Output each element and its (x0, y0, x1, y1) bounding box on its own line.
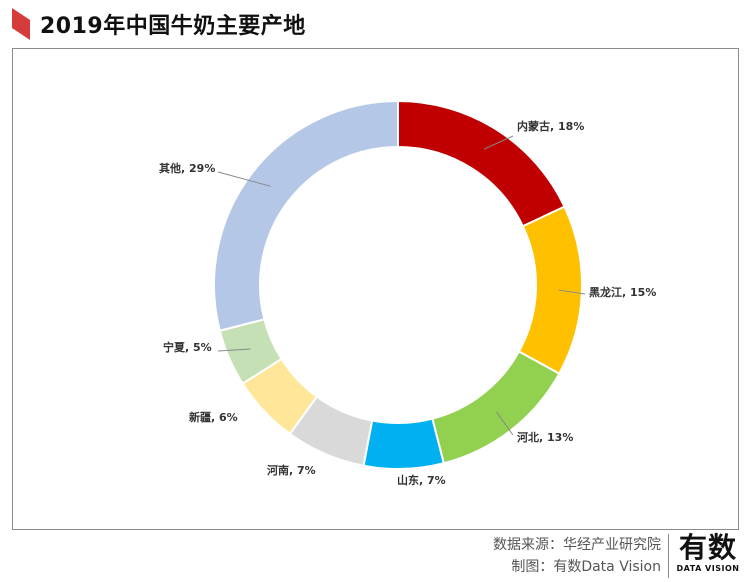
page-title: 2019年中国牛奶主要产地 (40, 14, 306, 39)
footer-divider (668, 534, 669, 578)
donut-slice-2 (431, 350, 561, 465)
chart-frame: 内蒙古, 18% 黑龙江, 15% 河北, 13% 山东, 7% 河南, 7% 新疆, 6… (12, 48, 739, 530)
data-label-7: 其他, 29% (159, 161, 215, 175)
maker-text: 制图：有数Data Vision (511, 559, 661, 575)
data-label-5: 新疆, 6% (189, 410, 238, 424)
data-label-6: 宁夏, 5% (163, 340, 212, 354)
donut-slice-7 (213, 99, 399, 332)
data-label-2: 河北, 13% (517, 430, 573, 444)
leader-line-7 (217, 171, 271, 187)
data-label-1: 黑龙江, 15% (589, 285, 656, 299)
leader-line-2 (496, 411, 514, 436)
donut-slice-3 (362, 417, 445, 470)
leader-line-1 (558, 289, 586, 295)
donut-chart: 内蒙古, 18% 黑龙江, 15% 河北, 13% 山东, 7% 河南, 7% 新疆, 6… (159, 99, 656, 487)
brand-logo: 有数 DATA VISION (676, 532, 740, 574)
brand-logo-main: 有数 (678, 531, 737, 564)
footer-source: 数据来源：华经产业研究院 制图：有数Data Vision (493, 534, 661, 578)
data-label-4: 河南, 7% (267, 463, 316, 477)
brand-logo-sub: DATA VISION (676, 564, 740, 573)
leader-line-0 (484, 135, 514, 150)
source-text: 数据来源：华经产业研究院 (493, 537, 661, 553)
title-flag-icon (12, 8, 30, 40)
data-label-3: 山东, 7% (397, 473, 446, 487)
donut-slice-1 (517, 205, 583, 376)
data-label-0: 内蒙古, 18% (517, 119, 584, 133)
leader-line-6 (217, 348, 251, 352)
